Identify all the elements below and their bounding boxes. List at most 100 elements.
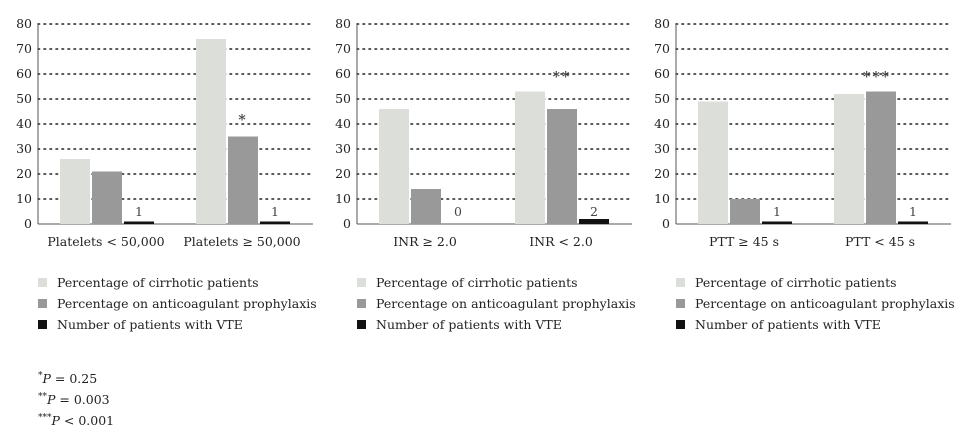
y-tick-label: 80 — [654, 16, 670, 31]
y-tick-label: 0 — [343, 216, 351, 231]
y-tick-label: 40 — [654, 116, 670, 131]
y-tick-label: 20 — [654, 166, 670, 181]
y-tick-label: 70 — [16, 41, 32, 56]
bar-prophylaxis — [92, 171, 122, 224]
legend-item-vte: Number of patients with VTE — [38, 314, 317, 335]
legend-label-cirrhotic: Percentage of cirrhotic patients — [695, 275, 897, 290]
swatch-cirrhotic — [676, 278, 685, 287]
legend-item-cirrhotic: Percentage of cirrhotic patients — [38, 272, 317, 293]
bar-cirrhotic — [834, 94, 864, 224]
swatch-cirrhotic — [38, 278, 47, 287]
footnote: *P = 0.25 — [38, 366, 114, 387]
legend-label-prophylaxis: Percentage on anticoagulant prophylaxis — [376, 296, 636, 311]
legend-panel-1: Percentage of cirrhotic patients Percent… — [38, 272, 317, 335]
legend-label-prophylaxis: Percentage on anticoagulant prophylaxis — [695, 296, 955, 311]
bar-vte — [762, 221, 792, 224]
y-tick-label: 30 — [654, 141, 670, 156]
bar-vte — [260, 221, 290, 224]
bar-prophylaxis — [411, 189, 441, 224]
y-tick-label: 10 — [654, 191, 670, 206]
footnote-mark: *** — [38, 413, 52, 423]
legend-item-prophylaxis: Percentage on anticoagulant prophylaxis — [357, 293, 636, 314]
footnote: **P = 0.003 — [38, 387, 114, 408]
y-tick-label: 60 — [654, 66, 670, 81]
y-tick-label: 20 — [16, 166, 32, 181]
legend-label-vte: Number of patients with VTE — [57, 317, 243, 332]
data-label: 2 — [590, 204, 598, 219]
bar-cirrhotic — [60, 159, 90, 224]
x-category-label: PTT ≥ 45 s — [709, 234, 779, 249]
footnotes: *P = 0.25 **P = 0.003 ***P < 0.001 — [38, 366, 114, 429]
y-tick-label: 80 — [335, 16, 351, 31]
footnote-p: P — [47, 392, 56, 408]
legend-item-vte: Number of patients with VTE — [357, 314, 636, 335]
bar-cirrhotic — [196, 39, 226, 224]
footnote-text: = 0.003 — [55, 392, 110, 408]
legend-item-vte: Number of patients with VTE — [676, 314, 955, 335]
significance-marker: * — [238, 113, 247, 129]
y-tick-label: 20 — [335, 166, 351, 181]
bar-prophylaxis — [730, 199, 760, 224]
swatch-vte — [38, 320, 47, 329]
data-label: 1 — [773, 204, 781, 219]
bar-cirrhotic — [698, 101, 728, 224]
legend-label-cirrhotic: Percentage of cirrhotic patients — [57, 275, 259, 290]
swatch-prophylaxis — [676, 299, 685, 308]
bar-cirrhotic — [515, 91, 545, 224]
data-label: 1 — [271, 204, 279, 219]
footnote-p: P — [42, 371, 51, 387]
y-tick-label: 40 — [335, 116, 351, 131]
y-tick-label: 0 — [662, 216, 670, 231]
y-tick-label: 50 — [654, 91, 670, 106]
bar-prophylaxis — [228, 136, 258, 224]
y-tick-label: 10 — [16, 191, 32, 206]
bar-cirrhotic — [379, 109, 409, 224]
data-label: 0 — [454, 204, 462, 219]
y-tick-label: 60 — [16, 66, 32, 81]
legend-item-cirrhotic: Percentage of cirrhotic patients — [357, 272, 636, 293]
x-category-label: INR < 2.0 — [529, 234, 593, 249]
legend-item-cirrhotic: Percentage of cirrhotic patients — [676, 272, 955, 293]
bar-prophylaxis — [866, 91, 896, 224]
legend-item-prophylaxis: Percentage on anticoagulant prophylaxis — [676, 293, 955, 314]
bar-prophylaxis — [547, 109, 577, 224]
bar-vte — [898, 221, 928, 224]
y-tick-label: 10 — [335, 191, 351, 206]
bar-vte — [124, 221, 154, 224]
y-tick-label: 50 — [335, 91, 351, 106]
y-tick-label: 70 — [654, 41, 670, 56]
swatch-vte — [676, 320, 685, 329]
y-tick-label: 40 — [16, 116, 32, 131]
legend-panel-2: Percentage of cirrhotic patients Percent… — [357, 272, 636, 335]
footnote-text: = 0.25 — [50, 371, 98, 387]
legend-label-vte: Number of patients with VTE — [376, 317, 562, 332]
x-category-label: PTT < 45 s — [845, 234, 915, 249]
legend-label-vte: Number of patients with VTE — [695, 317, 881, 332]
y-tick-label: 30 — [335, 141, 351, 156]
legend-label-cirrhotic: Percentage of cirrhotic patients — [376, 275, 578, 290]
swatch-prophylaxis — [357, 299, 366, 308]
legend-label-prophylaxis: Percentage on anticoagulant prophylaxis — [57, 296, 317, 311]
significance-marker: ** — [553, 70, 572, 86]
y-tick-label: 0 — [24, 216, 32, 231]
data-label: 1 — [909, 204, 917, 219]
data-label: 1 — [135, 204, 143, 219]
legend-item-prophylaxis: Percentage on anticoagulant prophylaxis — [38, 293, 317, 314]
footnote-mark: ** — [38, 392, 47, 402]
footnote-text: < 0.001 — [59, 413, 115, 429]
y-tick-label: 50 — [16, 91, 32, 106]
y-tick-label: 60 — [335, 66, 351, 81]
legend-panel-3: Percentage of cirrhotic patients Percent… — [676, 272, 955, 335]
x-category-label: INR ≥ 2.0 — [393, 234, 457, 249]
y-tick-label: 30 — [16, 141, 32, 156]
swatch-prophylaxis — [38, 299, 47, 308]
bar-vte — [579, 219, 609, 224]
footnote-mark: * — [38, 371, 43, 381]
y-tick-label: 80 — [16, 16, 32, 31]
x-category-label: Platelets ≥ 50,000 — [183, 234, 300, 249]
y-tick-label: 70 — [335, 41, 351, 56]
swatch-cirrhotic — [357, 278, 366, 287]
footnote: ***P < 0.001 — [38, 408, 114, 429]
significance-marker: *** — [863, 70, 891, 86]
